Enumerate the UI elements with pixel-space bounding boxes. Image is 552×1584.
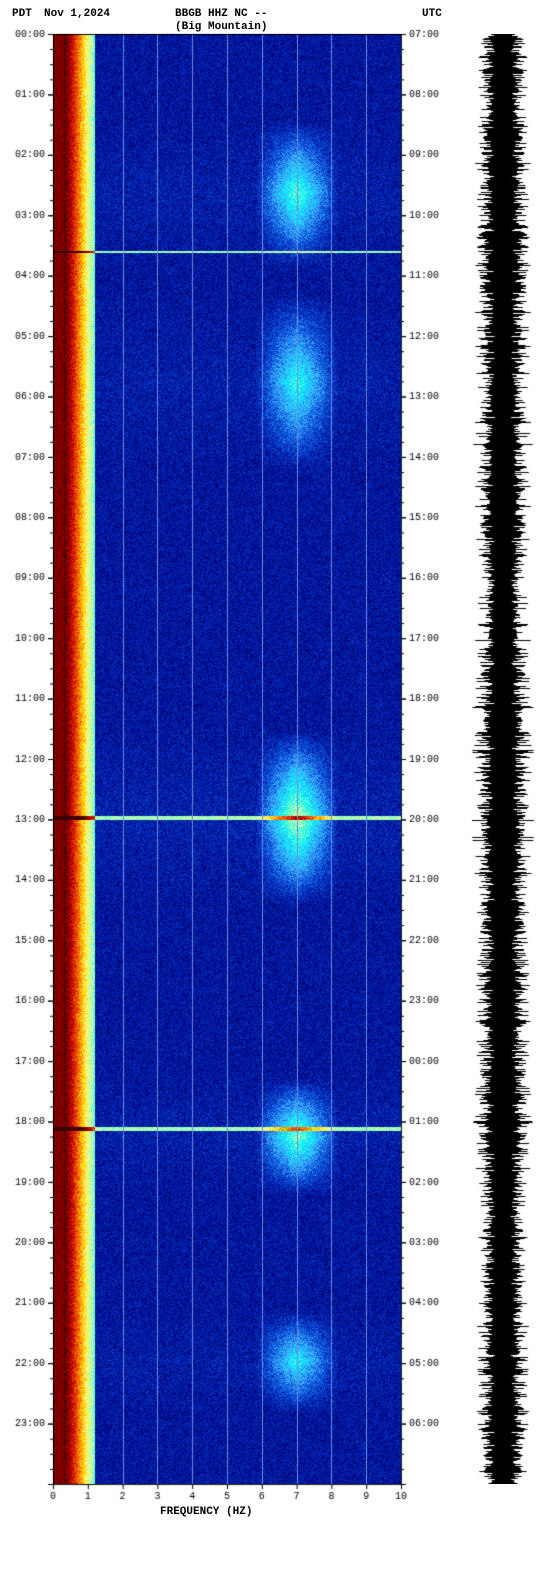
axes-overlay-canvas [0, 0, 552, 1584]
x-axis-title: FREQUENCY (HZ) [160, 1506, 252, 1518]
seismic-plot-container: PDT Nov 1,2024 BBGB HHZ NC -- (Big Mount… [0, 0, 552, 1584]
